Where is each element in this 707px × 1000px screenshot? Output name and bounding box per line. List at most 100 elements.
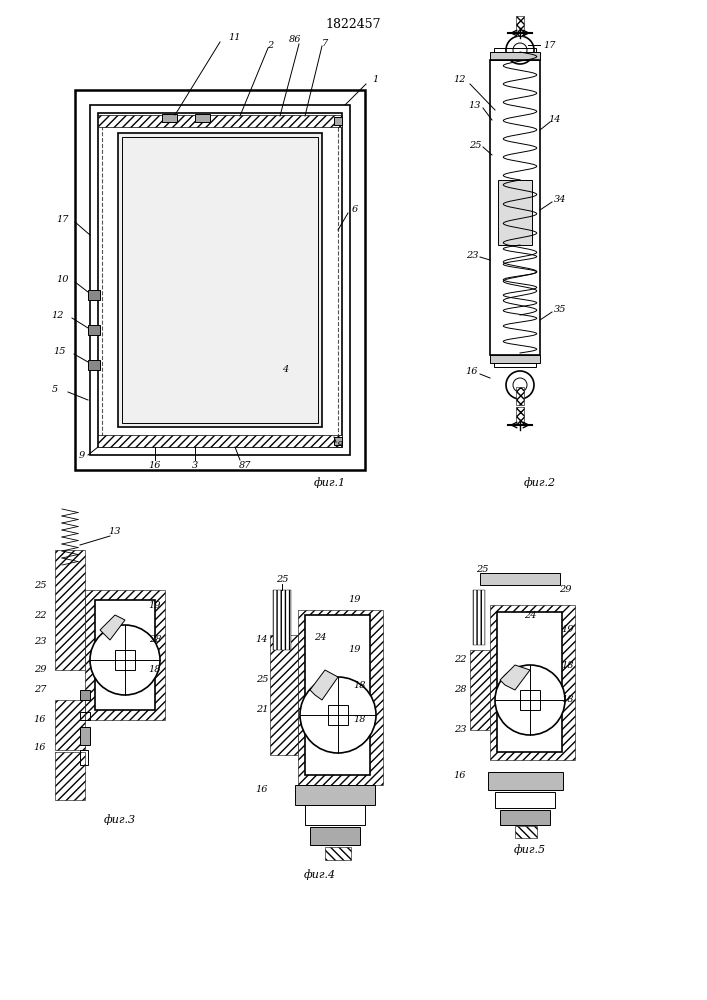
Bar — [115, 650, 135, 670]
Text: 11: 11 — [229, 33, 241, 42]
Bar — [520, 690, 540, 710]
Text: 21: 21 — [256, 706, 268, 714]
Text: 19: 19 — [562, 626, 574, 635]
Text: 18: 18 — [354, 716, 366, 724]
Bar — [95, 600, 155, 710]
Bar — [118, 133, 322, 427]
Bar — [90, 105, 350, 455]
Text: 4: 4 — [282, 365, 288, 374]
Text: 87: 87 — [239, 460, 251, 470]
Bar — [55, 700, 85, 750]
Text: 6: 6 — [352, 206, 358, 215]
Bar — [325, 847, 351, 860]
Text: 16: 16 — [148, 460, 161, 470]
Bar — [55, 550, 85, 670]
Text: 18: 18 — [562, 696, 574, 704]
Text: 14: 14 — [256, 636, 268, 645]
Text: фиг.3: фиг.3 — [104, 815, 136, 825]
Circle shape — [495, 665, 565, 735]
Bar — [85, 590, 165, 720]
Bar — [88, 290, 100, 300]
Text: 16: 16 — [454, 770, 466, 780]
Text: 86: 86 — [288, 35, 301, 44]
Text: фиг.5: фиг.5 — [514, 845, 546, 855]
Text: 10: 10 — [57, 275, 69, 284]
Bar — [195, 114, 210, 122]
Bar — [498, 180, 532, 245]
Bar — [162, 114, 177, 122]
Bar — [516, 407, 524, 425]
Text: 25: 25 — [256, 676, 268, 684]
Bar — [488, 772, 563, 790]
Circle shape — [513, 43, 527, 57]
Text: 14: 14 — [549, 115, 561, 124]
Bar — [88, 360, 100, 370]
Bar — [494, 363, 536, 367]
Text: 16: 16 — [34, 716, 46, 724]
Text: фиг.1: фиг.1 — [314, 478, 346, 488]
Text: 18: 18 — [562, 660, 574, 670]
Bar — [516, 16, 524, 36]
Polygon shape — [310, 670, 338, 700]
Bar — [494, 48, 536, 52]
Bar — [305, 615, 370, 775]
Bar — [98, 115, 342, 127]
Text: 8: 8 — [337, 440, 343, 450]
Text: 28: 28 — [454, 686, 466, 694]
Bar — [515, 826, 537, 838]
Text: 16: 16 — [466, 367, 478, 376]
Text: 3: 3 — [192, 460, 198, 470]
Text: 7: 7 — [322, 38, 328, 47]
Bar — [310, 827, 360, 845]
Text: 5: 5 — [52, 385, 58, 394]
Text: 25: 25 — [276, 576, 288, 584]
Bar — [98, 435, 342, 447]
Bar — [55, 752, 85, 800]
Bar — [88, 325, 100, 335]
Bar — [298, 610, 383, 785]
Text: 23: 23 — [466, 250, 478, 259]
Text: 19: 19 — [349, 646, 361, 654]
Bar — [490, 52, 540, 60]
Text: 23: 23 — [34, 638, 46, 647]
Bar — [516, 387, 524, 405]
Text: 25: 25 — [469, 140, 481, 149]
Text: 34: 34 — [554, 196, 566, 205]
Text: 27: 27 — [34, 686, 46, 694]
Text: 25: 25 — [476, 566, 489, 574]
Bar — [80, 750, 88, 765]
Bar — [328, 705, 348, 725]
Circle shape — [513, 378, 527, 392]
Text: фиг.4: фиг.4 — [304, 870, 336, 880]
Bar — [480, 573, 560, 585]
Text: 17: 17 — [57, 216, 69, 225]
Circle shape — [90, 625, 160, 695]
Text: 12: 12 — [454, 76, 466, 85]
Text: фиг.2: фиг.2 — [524, 478, 556, 488]
Bar — [295, 785, 375, 805]
Text: 13: 13 — [109, 528, 121, 536]
Bar — [490, 605, 575, 760]
Text: 22: 22 — [454, 656, 466, 664]
Text: 25: 25 — [34, 580, 46, 589]
Text: 18: 18 — [354, 680, 366, 690]
Bar — [500, 810, 550, 825]
Text: 19: 19 — [349, 595, 361, 604]
Bar — [334, 437, 342, 445]
Text: 12: 12 — [52, 310, 64, 320]
Text: 29: 29 — [559, 585, 571, 594]
Text: 29: 29 — [34, 666, 46, 674]
Bar — [270, 635, 298, 755]
Text: 35: 35 — [554, 306, 566, 314]
Text: 24: 24 — [314, 633, 326, 642]
Text: 2: 2 — [267, 40, 273, 49]
Bar — [305, 805, 365, 825]
Bar — [473, 590, 485, 645]
Bar — [495, 792, 555, 808]
Bar — [122, 137, 318, 423]
Text: 15: 15 — [54, 348, 66, 357]
Text: 17: 17 — [544, 40, 556, 49]
Polygon shape — [500, 665, 530, 690]
Circle shape — [300, 677, 376, 753]
Bar — [497, 612, 562, 752]
